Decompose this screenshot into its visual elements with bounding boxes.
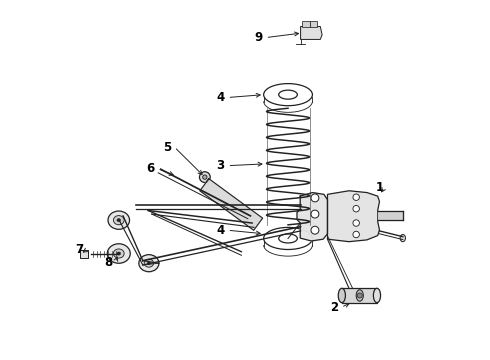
- Ellipse shape: [400, 234, 406, 242]
- Text: 7: 7: [75, 243, 84, 256]
- Text: 9: 9: [254, 31, 262, 44]
- Circle shape: [311, 226, 319, 234]
- Ellipse shape: [199, 172, 210, 183]
- Ellipse shape: [117, 252, 121, 255]
- Ellipse shape: [203, 175, 207, 179]
- FancyBboxPatch shape: [310, 21, 317, 27]
- Ellipse shape: [113, 216, 124, 225]
- Ellipse shape: [139, 255, 159, 272]
- Text: 4: 4: [216, 224, 224, 237]
- Ellipse shape: [144, 259, 153, 267]
- Ellipse shape: [373, 288, 381, 303]
- Polygon shape: [200, 179, 263, 230]
- Circle shape: [311, 194, 319, 202]
- Circle shape: [353, 220, 359, 226]
- Ellipse shape: [338, 288, 345, 303]
- Text: 8: 8: [104, 256, 112, 269]
- Ellipse shape: [356, 290, 364, 301]
- Circle shape: [353, 231, 359, 238]
- Ellipse shape: [147, 262, 150, 265]
- Text: 1: 1: [376, 181, 384, 194]
- Polygon shape: [327, 191, 379, 242]
- Circle shape: [357, 293, 362, 298]
- Text: 2: 2: [330, 301, 338, 314]
- Text: 5: 5: [163, 140, 172, 153]
- Circle shape: [353, 206, 359, 212]
- Ellipse shape: [117, 219, 121, 222]
- Circle shape: [311, 210, 319, 218]
- Ellipse shape: [107, 244, 130, 263]
- FancyBboxPatch shape: [302, 21, 310, 27]
- Text: 4: 4: [216, 91, 224, 104]
- Ellipse shape: [108, 211, 129, 229]
- Circle shape: [353, 194, 359, 201]
- Ellipse shape: [113, 249, 124, 258]
- Text: 3: 3: [217, 159, 224, 172]
- Polygon shape: [297, 193, 327, 241]
- Polygon shape: [80, 250, 88, 258]
- Polygon shape: [300, 27, 322, 40]
- Polygon shape: [342, 288, 377, 303]
- Text: 6: 6: [147, 162, 155, 175]
